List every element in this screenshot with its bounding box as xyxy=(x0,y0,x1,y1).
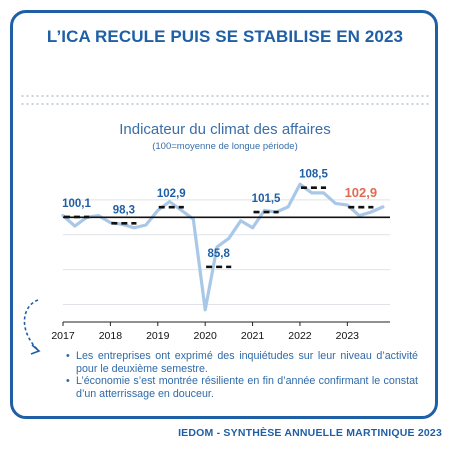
x-tick-label: 2023 xyxy=(336,330,360,342)
annual-average-label: 102,9 xyxy=(157,188,186,200)
footer-source: IEDOM - SYNTHÈSE ANNUELLE MARTINIQUE 202… xyxy=(178,427,442,439)
x-tick-label: 2017 xyxy=(51,330,75,342)
annual-average-label: 100,1 xyxy=(62,198,91,210)
x-tick-label: 2022 xyxy=(288,330,312,342)
x-tick-label: 2019 xyxy=(146,330,170,342)
curved-arrow-icon xyxy=(23,299,41,355)
annual-average-label: 108,5 xyxy=(299,169,328,181)
annual-average-label: 101,5 xyxy=(252,193,281,205)
annual-average-label: 98,3 xyxy=(113,204,135,216)
dotted-divider xyxy=(20,94,430,97)
chart-subtitle: (100=moyenne de longue période) xyxy=(152,141,298,152)
x-tick-label: 2018 xyxy=(99,330,123,342)
headline: L’ICA RECULE PUIS SE STABILISE EN 2023 xyxy=(46,27,404,46)
x-tick-label: 2021 xyxy=(241,330,265,342)
bullet-list: Les entreprises ont exprimé des inquiétu… xyxy=(66,350,418,400)
x-tick-label: 2020 xyxy=(193,330,217,342)
chart-title: Indicateur du climat des affaires xyxy=(119,121,331,138)
bullet-item: Les entreprises ont exprimé des inquiétu… xyxy=(66,350,418,375)
dotted-divider xyxy=(20,102,430,105)
bullet-item: L’économie s’est montrée résiliente en f… xyxy=(66,375,418,400)
annual-average-label: 85,8 xyxy=(207,248,230,260)
annual-average-label: 102,9 xyxy=(345,185,378,200)
